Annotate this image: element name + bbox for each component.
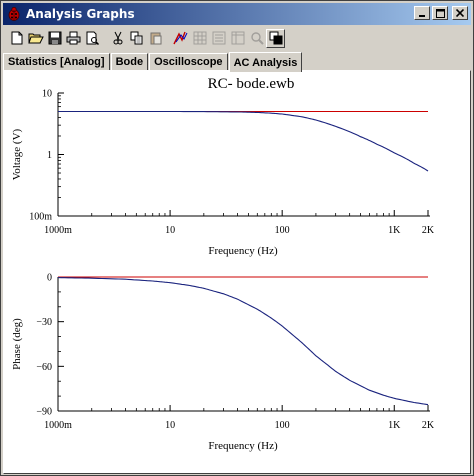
legend-icon	[212, 31, 225, 45]
copy-button[interactable]	[127, 29, 146, 48]
cut-icon	[113, 31, 122, 45]
reverse-colors-icon	[269, 31, 282, 45]
grid-button[interactable]	[190, 29, 209, 48]
copy-icon	[130, 31, 142, 45]
magnitude-x-tick-label: 10	[165, 225, 175, 236]
magnitude-x-tick-label: 2K	[422, 225, 435, 236]
grid-icon	[193, 31, 206, 45]
window-title: Analysis Graphs	[26, 7, 135, 21]
phase-y-tick-label: 0	[47, 273, 52, 284]
phase-trace	[57, 277, 429, 406]
phase-y-tick-label: −90	[36, 407, 52, 418]
cut-button[interactable]	[108, 29, 127, 48]
phase-y-tick-label: −60	[36, 362, 52, 373]
phase-x-tick-label: 2K	[422, 420, 435, 431]
paste-button[interactable]	[146, 29, 165, 48]
magnitude-x-axis-label: Frequency (Hz)	[208, 245, 278, 257]
magnitude-trace	[58, 110, 429, 172]
new-button[interactable]	[7, 29, 26, 48]
tab-bode[interactable]: Bode	[110, 53, 149, 71]
open-button[interactable]	[26, 29, 45, 48]
toolbar	[3, 27, 471, 49]
tab-strip: Statistics [Analog] Bode Oscilloscope AC…	[3, 51, 303, 72]
close-button[interactable]	[452, 6, 468, 20]
data-icon	[231, 31, 244, 45]
minimize-icon	[419, 15, 425, 17]
maximize-button[interactable]	[432, 6, 448, 20]
phase-x-tick-label: 10	[165, 420, 175, 431]
maximize-icon	[435, 8, 445, 18]
title-bar[interactable]: Analysis Graphs	[3, 3, 471, 25]
magnitude-x-tick-label: 100	[275, 225, 290, 236]
cursor-icon	[172, 31, 187, 45]
chart-title: RC- bode.ewb	[208, 76, 295, 92]
tab-oscilloscope[interactable]: Oscilloscope	[149, 53, 228, 71]
save-button[interactable]	[45, 29, 64, 48]
print-preview-button[interactable]	[83, 29, 102, 48]
cursor-button[interactable]	[171, 29, 190, 48]
legend-button[interactable]	[209, 29, 228, 48]
data-button[interactable]	[228, 29, 247, 48]
phase-x-tick-label: 1000m	[44, 420, 72, 431]
paste-icon	[150, 32, 161, 45]
zoom-button[interactable]	[247, 29, 266, 48]
zoom-icon	[250, 32, 264, 45]
close-icon	[456, 9, 464, 17]
print-icon	[66, 31, 81, 45]
graph-panel: 1000m 10 100 1K 2K 10 1 100m RC- bode.ewb Frequen…	[3, 70, 471, 474]
minimize-button[interactable]	[414, 6, 430, 20]
new-icon	[11, 31, 22, 45]
tab-ac-analysis[interactable]: AC Analysis	[228, 52, 303, 72]
reverse-colors-button[interactable]	[266, 28, 285, 48]
print-preview-icon	[86, 31, 100, 45]
magnitude-x-tick-label: 1K	[388, 225, 401, 236]
save-icon	[48, 31, 61, 45]
magnitude-y-axis-label: Voltage (V)	[11, 128, 23, 180]
phase-x-tick-label: 1K	[388, 420, 401, 431]
phase-y-axis-label: Phase (deg)	[11, 318, 23, 370]
print-button[interactable]	[64, 29, 83, 48]
phase-y-tick-label: −30	[36, 317, 52, 328]
magnitude-y-tick-label: 1	[47, 150, 52, 161]
phase-x-axis-label: Frequency (Hz)	[208, 440, 278, 452]
magnitude-x-tick-label: 1000m	[44, 225, 72, 236]
magnitude-y-tick-label: 10	[42, 89, 52, 100]
tab-statistics-analog[interactable]: Statistics [Analog]	[3, 53, 110, 71]
open-icon	[27, 33, 44, 44]
magnitude-y-tick-label: 100m	[29, 212, 52, 223]
phase-x-tick-label: 100	[275, 420, 290, 431]
app-bug-icon	[6, 6, 22, 22]
